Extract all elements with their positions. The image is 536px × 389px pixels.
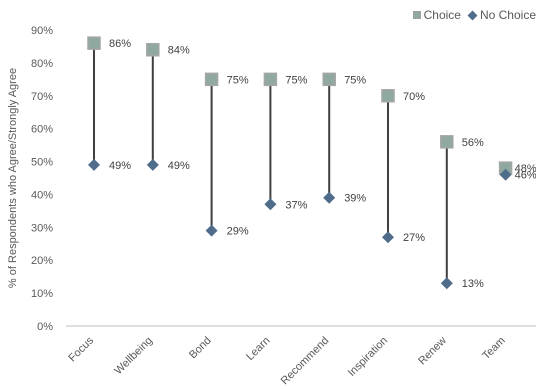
no-choice-data-label: 49% (109, 160, 131, 172)
choice-marker (146, 42, 160, 57)
x-tick-label: Bond (187, 335, 214, 362)
choice-data-label: 48% (515, 163, 536, 175)
y-tick-label: 70% (31, 91, 53, 103)
x-tick-label: Inspiration (346, 335, 390, 379)
x-tick-label: Renew (416, 335, 449, 368)
y-tick-label: 90% (31, 25, 53, 37)
x-tick-label: Wellbeing (112, 335, 155, 378)
x-tick-label: Learn (244, 335, 272, 363)
y-tick-label: 40% (31, 189, 53, 201)
no-choice-marker (264, 198, 277, 211)
no-choice-marker (499, 168, 512, 181)
legend-item-no-choice: No Choice (467, 8, 536, 22)
y-tick-label: 60% (31, 124, 53, 136)
choice-data-label: 84% (168, 45, 190, 57)
no-choice-marker (323, 191, 336, 204)
no-choice-data-label: 29% (227, 226, 249, 238)
no-choice-data-label: 49% (168, 160, 190, 172)
y-tick-label: 80% (31, 58, 53, 70)
choice-marker (440, 135, 454, 149)
no-choice-data-label: 39% (344, 193, 366, 205)
y-axis-title: % of Respondents who Agree/Strongly Agre… (7, 68, 19, 288)
y-tick-label: 30% (31, 222, 53, 234)
choice-marker (87, 36, 101, 50)
no-choice-marker (205, 224, 218, 237)
no-choice-data-label: 27% (403, 232, 425, 244)
x-tick-label: Team (480, 335, 508, 363)
legend-square-icon (412, 11, 421, 19)
choice-marker (322, 72, 336, 87)
no-choice-marker (88, 158, 100, 171)
legend: Choice No Choice (407, 8, 536, 22)
x-tick-label: Recommend (279, 335, 332, 388)
choice-data-label: 56% (462, 137, 484, 149)
choice-marker (263, 72, 278, 87)
choice-data-label: 70% (403, 91, 425, 103)
x-tick-label: Focus (66, 334, 96, 364)
choice-data-label: 75% (285, 74, 307, 86)
choice-marker (381, 89, 395, 103)
no-choice-marker (440, 277, 453, 290)
no-choice-marker (382, 231, 394, 244)
legend-label-no-choice: No Choice (479, 8, 536, 22)
no-choice-marker (146, 158, 159, 171)
y-tick-label: 50% (31, 157, 53, 169)
y-tick-label: 0% (37, 321, 53, 333)
legend-item-choice: Choice (412, 8, 461, 22)
y-tick-label: 10% (31, 288, 53, 300)
no-choice-data-label: 46% (515, 170, 536, 182)
choice-data-label: 75% (344, 74, 366, 86)
no-choice-data-label: 13% (462, 278, 484, 290)
legend-label-choice: Choice (423, 8, 461, 22)
no-choice-data-label: 37% (285, 199, 307, 211)
choice-marker (204, 72, 219, 87)
y-tick-label: 20% (31, 255, 53, 267)
choice-data-label: 75% (227, 74, 249, 86)
choice-data-label: 86% (109, 38, 131, 50)
